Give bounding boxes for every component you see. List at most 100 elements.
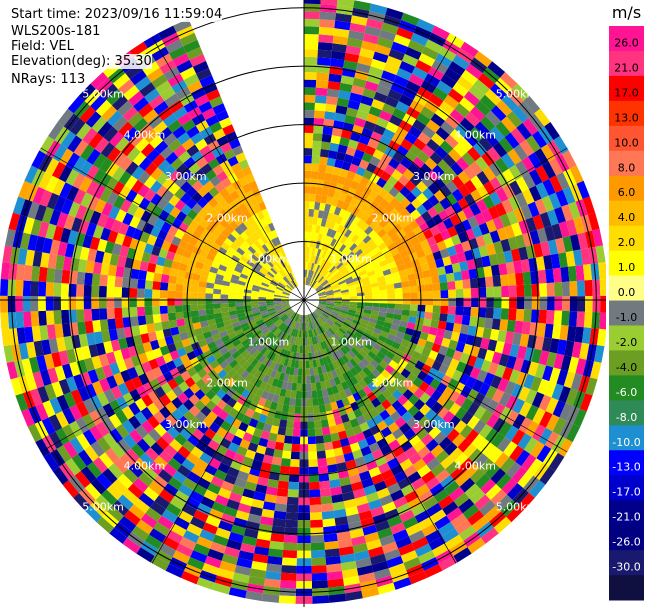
velocity-cell — [316, 248, 322, 257]
velocity-cell — [130, 316, 139, 327]
velocity-cell — [327, 318, 335, 325]
velocity-cell — [267, 231, 275, 240]
velocity-cell — [440, 374, 452, 387]
velocity-cell — [422, 496, 439, 511]
velocity-cell — [449, 109, 465, 124]
velocity-cell — [376, 117, 389, 129]
velocity-cell — [238, 276, 247, 283]
velocity-cell — [172, 421, 185, 434]
velocity-cell — [585, 377, 598, 396]
velocity-cell — [558, 221, 570, 238]
velocity-cell — [46, 324, 57, 340]
velocity-cell — [222, 315, 231, 322]
velocity-cell — [564, 340, 575, 357]
velocity-cell — [317, 57, 331, 66]
velocity-cell — [343, 498, 357, 509]
velocity-cell — [308, 322, 312, 330]
velocity-cell — [277, 261, 284, 269]
velocity-cell — [500, 308, 509, 320]
velocity-cell — [326, 228, 333, 237]
velocity-cell — [380, 330, 389, 339]
velocity-cell — [259, 289, 268, 294]
velocity-cell — [39, 369, 52, 386]
velocity-cell — [119, 453, 134, 469]
velocity-cell — [106, 146, 121, 162]
velocity-cell — [390, 233, 400, 243]
velocity-cell — [227, 246, 237, 255]
velocity-cell — [346, 314, 355, 320]
velocity-cell — [270, 533, 285, 543]
velocity-cell — [309, 481, 320, 490]
velocity-cell — [505, 261, 516, 275]
velocity-cell — [362, 312, 371, 318]
velocity-cell — [321, 242, 328, 251]
velocity-cell — [211, 433, 224, 445]
velocity-cell — [152, 281, 161, 290]
velocity-cell — [265, 486, 278, 496]
velocity-cell — [180, 571, 200, 585]
velocity-cell — [355, 398, 366, 409]
colorbar-band — [609, 500, 644, 526]
velocity-cell — [317, 396, 325, 406]
velocity-cell — [229, 258, 238, 267]
velocity-cell — [272, 317, 280, 324]
velocity-cell — [439, 185, 452, 198]
velocity-cell — [394, 258, 404, 267]
velocity-cell — [421, 144, 435, 158]
velocity-cell — [116, 359, 128, 373]
velocity-cell — [357, 439, 369, 450]
velocity-cell — [294, 313, 299, 322]
velocity-cell — [122, 489, 139, 505]
velocity-cell — [265, 416, 274, 426]
velocity-cell — [400, 156, 413, 169]
velocity-cell — [168, 194, 180, 207]
velocity-cell — [384, 146, 397, 158]
velocity-cell — [332, 248, 339, 257]
velocity-cell — [181, 168, 194, 181]
velocity-cell — [160, 87, 176, 101]
velocity-cell — [190, 372, 202, 384]
velocity-cell — [325, 96, 339, 106]
velocity-cell — [47, 253, 58, 269]
velocity-cell — [322, 311, 330, 318]
velocity-cell — [416, 18, 435, 33]
velocity-cell — [530, 309, 540, 323]
velocity-cell — [306, 383, 312, 392]
velocity-cell — [159, 363, 170, 375]
velocity-cell — [404, 261, 414, 270]
velocity-cell — [240, 255, 249, 264]
velocity-cell — [417, 304, 426, 312]
velocity-cell — [262, 357, 270, 366]
velocity-cell — [469, 489, 486, 505]
velocity-cell — [454, 123, 470, 138]
velocity-cell — [178, 262, 188, 272]
velocity-cell — [354, 313, 363, 320]
velocity-cell — [250, 254, 259, 262]
velocity-cell — [229, 282, 238, 288]
velocity-cell — [16, 327, 27, 344]
velocity-cell — [101, 330, 111, 343]
velocity-cell — [356, 415, 367, 426]
velocity-cell — [389, 208, 400, 219]
velocity-cell — [179, 32, 198, 47]
velocity-cell — [408, 279, 418, 287]
velocity-cell — [277, 364, 284, 373]
velocity-cell — [134, 411, 148, 425]
velocity-cell — [341, 305, 350, 310]
velocity-cell — [295, 398, 302, 407]
velocity-cell — [440, 120, 455, 135]
velocity-cell — [360, 319, 369, 326]
velocity-cell — [123, 510, 141, 526]
velocity-cell — [330, 229, 337, 239]
velocity-cell — [373, 343, 383, 352]
velocity-cell — [215, 110, 229, 122]
velocity-cell — [302, 315, 304, 323]
velocity-cell — [68, 420, 83, 438]
velocity-cell — [304, 34, 319, 42]
velocity-cell — [170, 157, 184, 171]
velocity-cell — [233, 325, 242, 332]
velocity-cell — [315, 264, 321, 273]
velocity-cell — [276, 379, 284, 389]
velocity-cell — [144, 288, 153, 298]
velocity-cell — [469, 366, 481, 380]
